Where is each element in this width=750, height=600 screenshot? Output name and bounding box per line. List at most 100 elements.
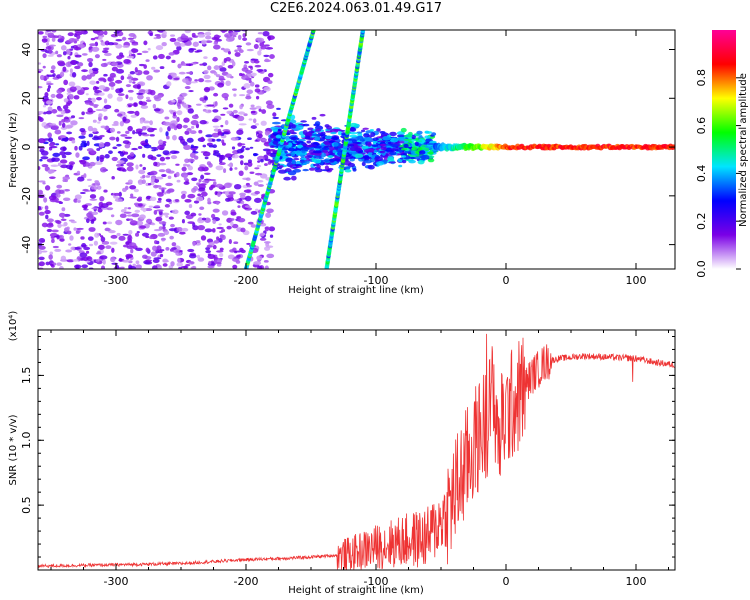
heatmap-cell [120, 75, 125, 81]
heatmap-cell [324, 124, 330, 128]
heatmap-cell [107, 76, 115, 82]
heatmap-cell [246, 184, 252, 188]
heatmap-cell [153, 161, 158, 167]
heatmap-cell [212, 125, 220, 128]
heatmap-cell [216, 226, 224, 230]
heatmap-cell [176, 227, 183, 232]
heatmap-cell [254, 190, 260, 195]
heatmap-cell [233, 241, 239, 244]
heatmap-cell [165, 156, 171, 160]
heatmap-cell [110, 214, 115, 218]
heatmap-cell [101, 265, 106, 269]
heatmap-cell [61, 122, 66, 128]
heatmap-cell [141, 50, 149, 54]
heatmap-cell [86, 57, 94, 63]
heatmap-cell [211, 213, 216, 219]
heatmap-cell [171, 59, 176, 64]
heatmap-cell [253, 261, 262, 266]
heatmap-cell [259, 237, 267, 241]
snr-y-label: SNR (10 * v/v) [8, 414, 19, 485]
heatmap-cell [68, 161, 76, 165]
heatmap-cell [215, 165, 224, 171]
heatmap-cell [47, 132, 52, 138]
heatmap-cell [332, 149, 337, 154]
heatmap-cell [320, 152, 327, 158]
heatmap-cell [38, 116, 42, 121]
heatmap-cell [302, 129, 308, 135]
heatmap-cell [103, 104, 112, 109]
heatmap-cell [264, 241, 271, 244]
heatmap-cell [153, 108, 161, 112]
heatmap-cell [145, 175, 151, 178]
heatmap-cell [426, 142, 436, 146]
heatmap-cell [343, 160, 352, 166]
heatmap-cell [139, 132, 148, 135]
heatmap-cell [230, 136, 239, 141]
heatmap-cell [119, 120, 125, 127]
y-tick-label: -20 [20, 187, 33, 205]
heatmap-cell [128, 229, 133, 235]
heatmap-cell [90, 150, 96, 154]
heatmap-cell [110, 86, 114, 90]
heatmap-cell [89, 194, 97, 199]
heatmap-cell [196, 254, 201, 259]
heatmap-cell [192, 222, 196, 228]
heatmap-cell [220, 229, 226, 233]
y-tick-label: 0.5 [20, 496, 33, 514]
heatmap-cell [38, 166, 41, 170]
heatmap-cell [91, 189, 96, 192]
heatmap-cell [255, 105, 262, 109]
heatmap-cell [127, 37, 134, 40]
heatmap-cell [158, 187, 167, 190]
heatmap-cell [203, 56, 208, 59]
heatmap-cell [315, 128, 322, 132]
heatmap-cell [236, 129, 244, 135]
heatmap-cell [149, 236, 154, 240]
heatmap-cell [184, 30, 191, 34]
heatmap-cell [223, 58, 227, 64]
heatmap-cell [71, 72, 77, 78]
heatmap-cell [141, 179, 146, 185]
heatmap-cell [387, 156, 395, 162]
heatmap-cell [161, 41, 167, 47]
heatmap-cell [306, 140, 312, 144]
heatmap-cell [38, 206, 42, 210]
heatmap-cell [38, 249, 43, 255]
heatmap-cell [70, 45, 75, 49]
heatmap-cell [254, 84, 260, 88]
heatmap-cell [170, 223, 175, 228]
heatmap-cell [201, 39, 207, 45]
heatmap-cell [41, 222, 48, 228]
heatmap-cell [130, 114, 137, 118]
heatmap-cell [91, 67, 99, 72]
heatmap-cell [94, 181, 101, 186]
heatmap-cell [63, 137, 68, 142]
heatmap-cell [207, 254, 216, 260]
heatmap-cell [265, 46, 274, 50]
heatmap-cell [169, 248, 174, 252]
heatmap-cell [96, 185, 102, 190]
heatmap-cell [242, 37, 248, 41]
heatmap-cell [349, 134, 358, 138]
heatmap-cell [212, 219, 217, 225]
heatmap-cell [88, 243, 94, 247]
spectrogram-y-axis: -40 -20 0 20 40 [20, 43, 675, 254]
heatmap-cell [389, 150, 397, 156]
heatmap-cell [63, 79, 69, 86]
heatmap-cell [233, 199, 240, 202]
heatmap-cell [312, 150, 322, 154]
heatmap-cell [94, 54, 100, 59]
heatmap-cell [190, 266, 196, 269]
heatmap-cell [91, 207, 98, 210]
heatmap-cell [230, 221, 234, 227]
heatmap-cell [203, 86, 211, 93]
heatmap-cell [183, 181, 190, 185]
heatmap-cell [117, 113, 123, 117]
heatmap-cell [159, 162, 167, 166]
heatmap-cell [227, 163, 232, 167]
heatmap-cell [219, 247, 224, 251]
heatmap-cell [42, 53, 47, 59]
heatmap-cell [71, 139, 76, 144]
heatmap-cell [111, 247, 115, 253]
heatmap-cell [62, 51, 67, 56]
